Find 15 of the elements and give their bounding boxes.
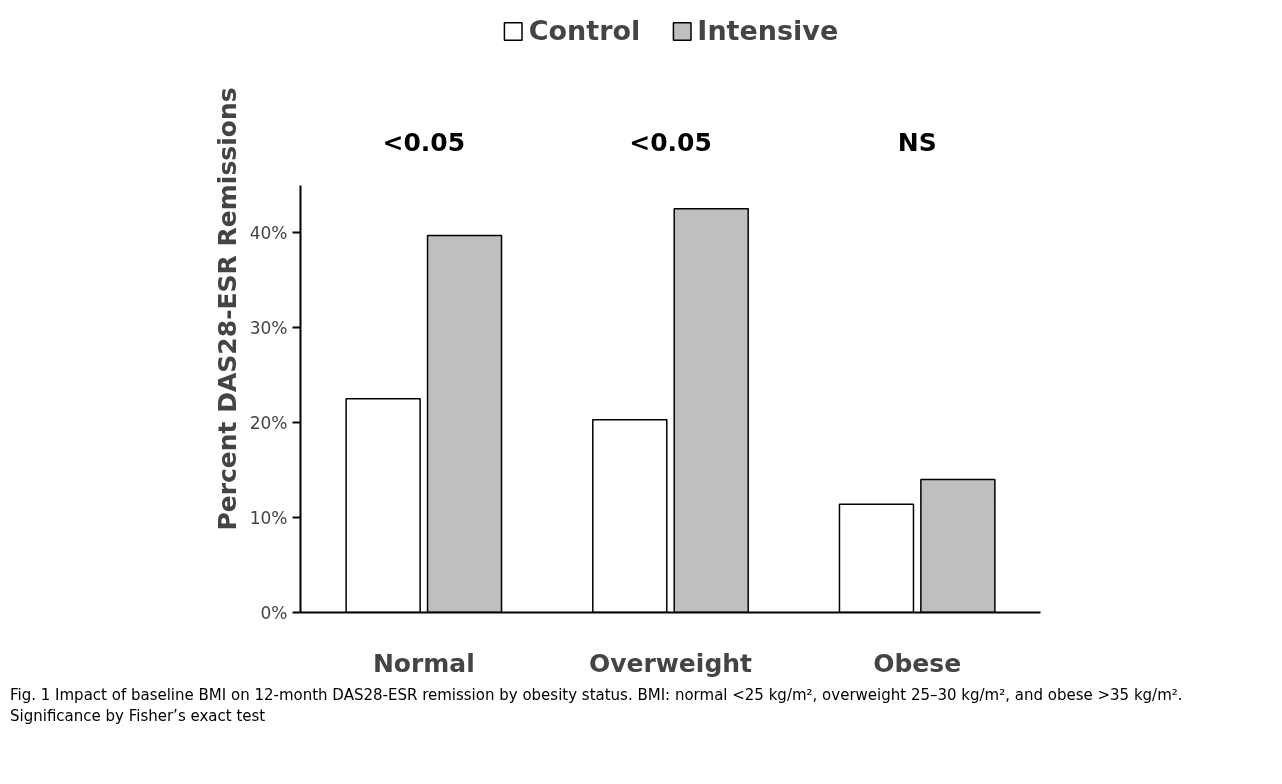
y-axis-title: Percent DAS28-ESR Remissions [212,87,242,531]
x-tick-label: Overweight [588,648,753,678]
legend-label: Control [528,15,641,46]
text: NS [897,127,937,157]
y-tick-label: 10% [249,507,288,528]
y-tick-label: 20% [249,412,288,433]
caption: Fig. 1 Impact of baseline BMI on 12-month DAS28-ESR remission by obesity status. BMI: normal <25 kg/m², overweight 25–30 kg/m², and obese >35 kg/m². Significance by Fisher’s exact test [10,685,1184,728]
legend-label: Intensive [697,15,839,46]
y-tick-label: 30% [249,317,288,338]
y-tick-label: 0% [260,602,288,623]
text: <0.05 [382,127,466,157]
x-tick-label: Obese [873,648,962,678]
y-tick-label: 40% [249,222,288,243]
text: <0.05 [629,127,712,157]
x-tick-label: Normal [372,648,475,678]
